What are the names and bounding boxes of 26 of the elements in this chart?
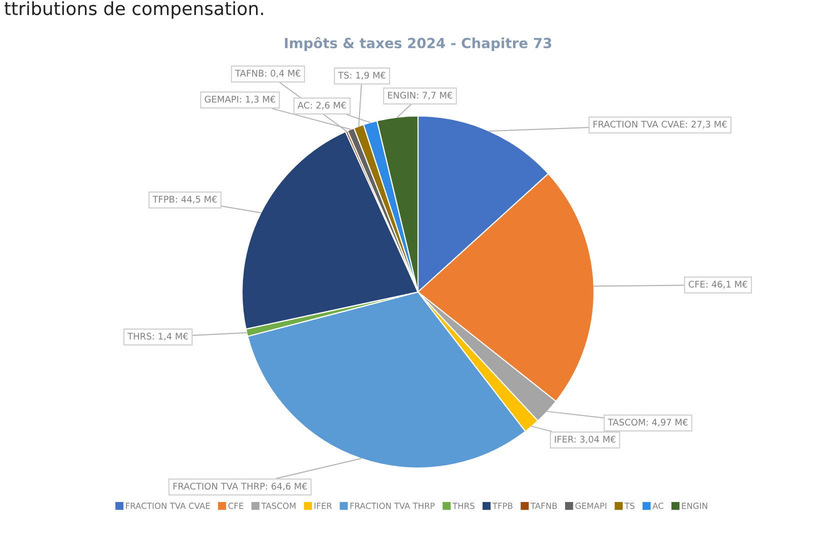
data-label: AC: 2,6 M€ <box>298 102 346 110</box>
legend-label: TAFNB <box>530 502 557 509</box>
chart-title: Impôts & taxes 2024 - Chapitre 73 <box>284 37 552 51</box>
legend-label: TS <box>624 502 634 509</box>
text: ttributions de compensation. <box>4 1 263 19</box>
legend-label: ENGIN <box>682 502 708 509</box>
data-label: TAFNB: 0,4 M€ <box>235 70 300 78</box>
data-label: GEMAPI: 1,3 M€ <box>204 96 276 104</box>
data-label: TS: 1,9 M€ <box>338 72 386 80</box>
data-label: TASCOM: 4,97 M€ <box>608 418 688 427</box>
legend-label: TFPB <box>492 502 512 509</box>
legend-label: FRACTION TVA CVAE <box>126 502 210 509</box>
data-label: IFER: 3,04 M€ <box>554 436 616 444</box>
data-label: CFE: 46,1 M€ <box>688 280 748 289</box>
data-label: FRACTION TVA CVAE: 27,3 M€ <box>594 120 727 129</box>
data-label: TFPB: 44,5 M€ <box>152 196 217 204</box>
legend-label: THRS <box>452 502 474 509</box>
data-label: THRS: 1,4 M€ <box>127 332 188 341</box>
data-label: FRACTION TVA THRP: 64,6 M€ <box>173 482 307 491</box>
legend-label: CFE <box>228 502 244 509</box>
data-label: ENGIN: 7,7 M€ <box>388 92 452 100</box>
legend-label: IFER <box>314 502 332 509</box>
legend-label: GEMAPI <box>575 502 606 509</box>
legend-label: FRACTION TVA THRP <box>350 502 435 509</box>
legend-label: AC <box>652 502 664 509</box>
legend-label: TASCOM <box>261 502 296 509</box>
